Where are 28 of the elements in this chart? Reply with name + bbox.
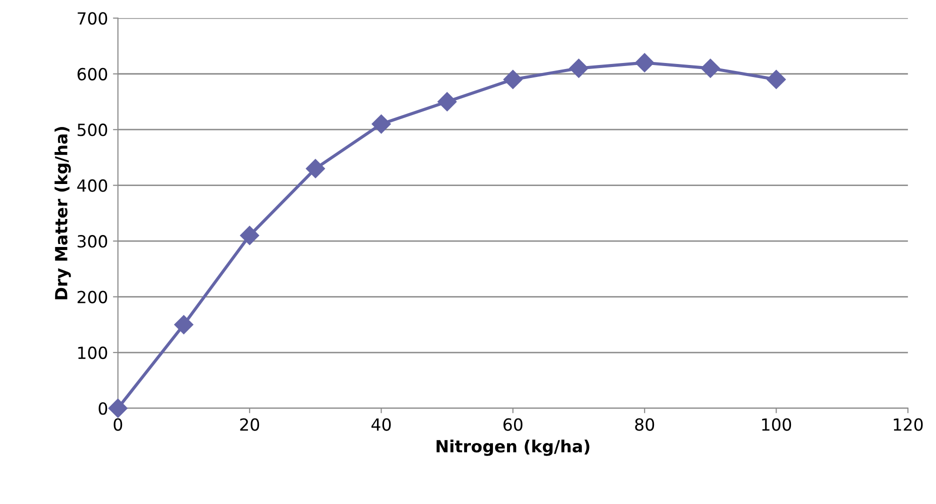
x-axis-title: Nitrogen (kg/ha) xyxy=(436,440,590,456)
x-tick-label: 0 xyxy=(114,418,122,431)
point xyxy=(766,70,786,89)
point xyxy=(503,70,522,89)
point xyxy=(700,58,720,78)
x-tick-label: 60 xyxy=(503,418,522,431)
x-tick-label: 80 xyxy=(635,418,654,431)
point xyxy=(306,159,325,178)
x-tick-label: 40 xyxy=(371,418,391,431)
point xyxy=(174,315,194,334)
y-axis-title: Dry Matter (kg/ha) xyxy=(54,126,71,300)
y-tick-label: 500 xyxy=(78,124,108,136)
point xyxy=(372,114,391,134)
x-tick-label: 20 xyxy=(240,418,260,431)
y-tick-label: 100 xyxy=(78,346,108,360)
y-tick-label: 200 xyxy=(78,290,108,304)
x-tick-label: 100 xyxy=(762,418,792,431)
point xyxy=(108,398,128,418)
y-tick-label: 400 xyxy=(77,179,108,192)
point xyxy=(635,53,654,72)
x-tick-label: 120 xyxy=(894,418,923,431)
y-tick-label: 0 xyxy=(98,402,108,415)
y-tick-label: 300 xyxy=(78,235,108,248)
y-tick-label: 700 xyxy=(78,12,108,25)
y-tick-label: 600 xyxy=(78,68,108,80)
point xyxy=(240,226,260,246)
point xyxy=(438,92,457,112)
point xyxy=(569,58,588,78)
